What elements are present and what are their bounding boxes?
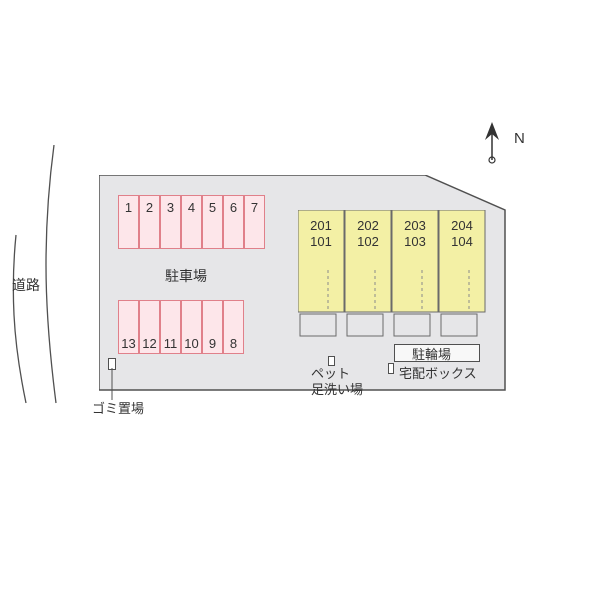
bicycle-label: 駐輪場 [412,344,451,363]
parking-slot [181,300,202,354]
pet-label: ペット 足洗い場 [311,366,363,399]
compass-label: N [514,130,525,147]
compass-icon [474,120,510,164]
parking-slot [118,300,139,354]
parking-slot [223,195,244,249]
parking-slot [139,195,160,249]
parking-slot [181,195,202,249]
parking-slot [160,300,181,354]
delivery-box-icon [388,363,394,374]
parking-slot [223,300,244,354]
parking-slot [202,195,223,249]
building [298,210,488,342]
parking-slot [139,300,160,354]
parking-slot [160,195,181,249]
pet-wash-icon [328,356,335,366]
site-plan: N 道路 1 2 3 4 5 6 7 駐車場 13 12 11 [0,0,600,600]
parking-slot [202,300,223,354]
trash-label: ゴミ置場 [92,398,144,417]
parking-label: 駐車場 [165,266,207,286]
parking-slot [244,195,265,249]
road-label: 道路 [12,275,40,295]
parking-slot [118,195,139,249]
delivery-label: 宅配ボックス [399,363,477,382]
